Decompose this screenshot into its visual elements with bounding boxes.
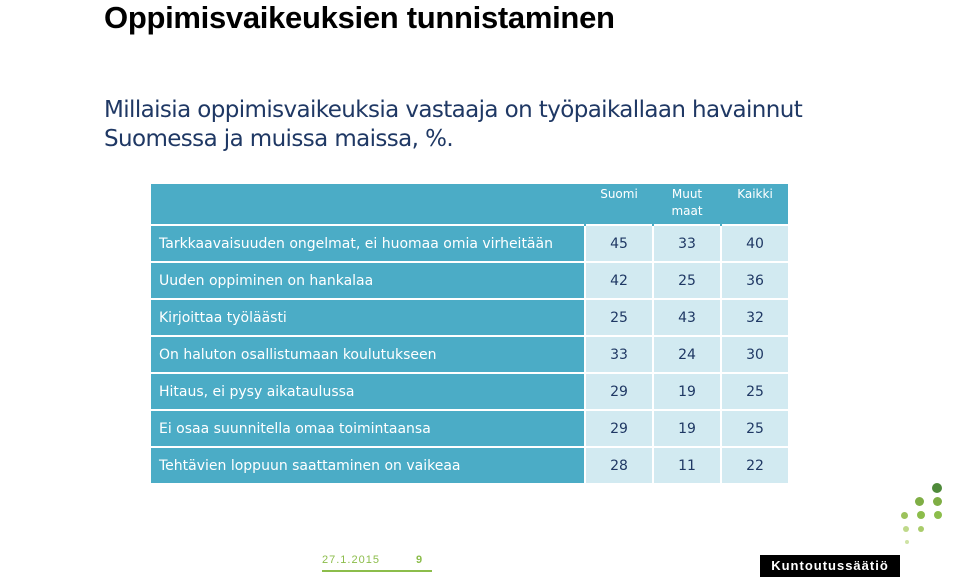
table-row: Ei osaa suunnitella omaa toimintaansa 29 1… [151, 409, 788, 447]
header-muut-maat-text: Muut maat [671, 187, 703, 218]
subtitle: Millaisia oppimisvaikeuksia vastaaja on … [104, 97, 803, 152]
brand-logo: Kuntoutussäätiö [760, 555, 900, 577]
table-row: Tarkkaavaisuuden ongelmat, ei huomaa omi… [151, 224, 788, 262]
footer-page-number: 9 [416, 554, 423, 566]
row-value: 42 [584, 261, 653, 299]
row-value: 25 [720, 372, 788, 410]
row-value: 25 [720, 409, 788, 447]
row-label: Kirjoittaa työläästi [151, 298, 585, 336]
row-value: 40 [720, 224, 788, 262]
logo-dot [932, 496, 942, 506]
row-label: Uuden oppiminen on hankalaa [151, 261, 585, 299]
row-label: On haluton osallistumaan koulutukseen [151, 335, 585, 373]
table-row: Tehtävien loppuun saattaminen on vaikeaa… [151, 446, 788, 483]
table-row: Hitaus, ei pysy aikataulussa 29 19 25 [151, 372, 788, 410]
table-header-row: Suomi Muut maat Kaikki [151, 184, 788, 225]
logo-dot [903, 526, 909, 532]
header-kaikki: Kaikki [720, 184, 788, 225]
row-label: Tehtävien loppuun saattaminen on vaikeaa [151, 446, 585, 483]
row-value: 25 [584, 298, 653, 336]
logo-dot [905, 540, 909, 544]
row-value: 11 [652, 446, 721, 483]
row-label: Tarkkaavaisuuden ongelmat, ei huomaa omi… [151, 224, 585, 262]
row-value: 43 [652, 298, 721, 336]
row-value: 30 [720, 335, 788, 373]
row-value: 19 [652, 409, 721, 447]
row-value: 22 [720, 446, 788, 483]
footer-date: 27.1.2015 [322, 554, 380, 566]
footer-divider [322, 570, 432, 572]
logo-dot [932, 483, 942, 493]
row-label: Hitaus, ei pysy aikataulussa [151, 372, 585, 410]
table-row: Kirjoittaa työläästi 25 43 32 [151, 298, 788, 336]
page-title: Oppimisvaikeuksien tunnistaminen [104, 0, 615, 35]
row-label: Ei osaa suunnitella omaa toimintaansa [151, 409, 585, 447]
table-row: On haluton osallistumaan koulutukseen 33 2… [151, 335, 788, 373]
logo-dot [900, 511, 908, 519]
header-label [151, 184, 585, 225]
row-value: 29 [584, 372, 653, 410]
row-value: 28 [584, 446, 653, 483]
row-value: 36 [720, 261, 788, 299]
row-value: 25 [652, 261, 721, 299]
row-value: 29 [584, 409, 653, 447]
data-table: Suomi Muut maat Kaikki Tarkkaavaisuuden … [151, 184, 788, 483]
logo-dot [914, 496, 924, 506]
row-value: 45 [584, 224, 653, 262]
logo-dot [917, 511, 925, 519]
table-row: Uuden oppiminen on hankalaa 42 25 36 [151, 261, 788, 299]
row-value: 32 [720, 298, 788, 336]
row-value: 33 [584, 335, 653, 373]
row-value: 33 [652, 224, 721, 262]
header-suomi: Suomi [584, 184, 653, 225]
row-value: 24 [652, 335, 721, 373]
logo-dot [934, 511, 942, 519]
header-muut-maat: Muut maat [652, 184, 721, 225]
logo-dot [918, 526, 924, 532]
row-value: 19 [652, 372, 721, 410]
